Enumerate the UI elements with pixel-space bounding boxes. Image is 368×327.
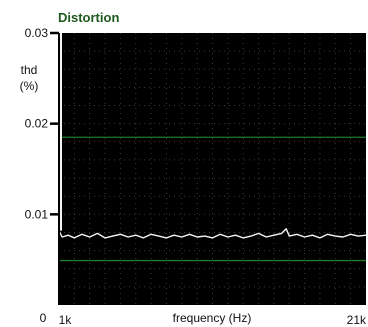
x-tick-label: 21k <box>347 313 367 327</box>
axes <box>50 31 60 305</box>
y-tick-label: 0.03 <box>25 26 49 40</box>
y-axis-label-line-1: thd <box>21 63 38 77</box>
chart-title: Distortion <box>58 10 119 25</box>
grid <box>59 33 366 305</box>
y-axis-label-line-2: (%) <box>20 79 39 93</box>
series-line <box>58 228 367 239</box>
reference-lines <box>59 136 366 262</box>
series <box>58 33 367 239</box>
x-axis-label: frequency (Hz) <box>173 311 252 325</box>
x-tick-label: 1k <box>59 313 73 327</box>
y-tick-label: 0.01 <box>25 207 49 221</box>
tick-labels: 0.03 0.02 0.01 0 1k 21k <box>25 26 367 327</box>
y-tick-label: 0.02 <box>25 117 49 131</box>
y-axis-label: thd (%) <box>20 63 39 93</box>
y-tick-label: 0 <box>40 311 47 325</box>
